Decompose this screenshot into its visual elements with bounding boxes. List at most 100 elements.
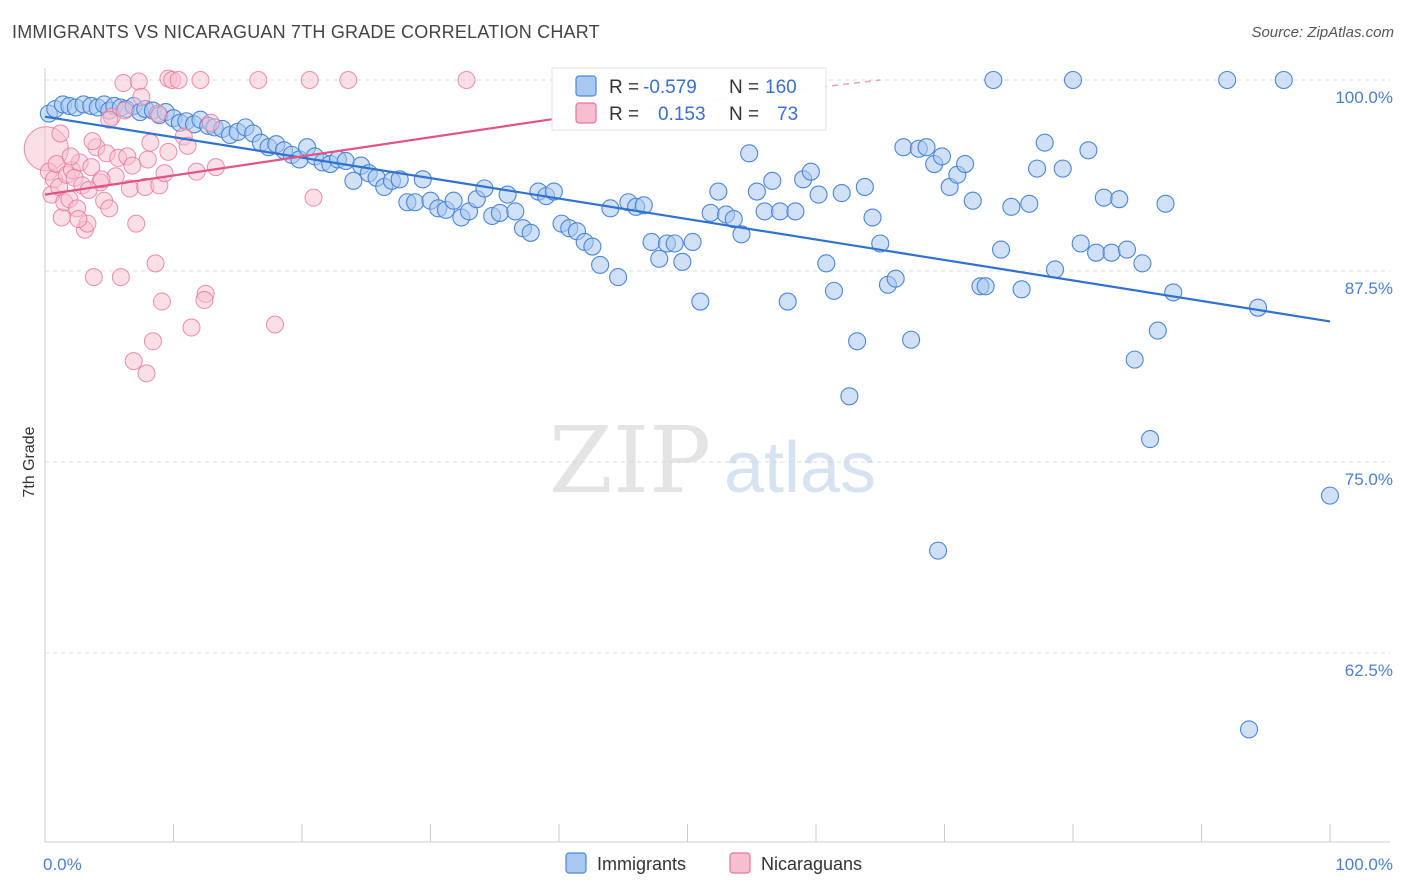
grid-lines <box>45 79 1390 654</box>
immigrants-point <box>673 252 692 271</box>
nicaraguans-point <box>266 315 285 334</box>
immigrants-point <box>932 147 951 166</box>
y-tick-label: 87.5% <box>1345 279 1393 298</box>
nicaraguans-point <box>100 199 119 218</box>
immigrants-point <box>1320 486 1340 505</box>
legend-n-nicaraguans: 73 <box>777 104 798 125</box>
immigrants-point <box>902 330 921 349</box>
immigrants-point <box>544 182 563 201</box>
immigrants-point <box>709 182 728 201</box>
watermark-atlas: atlas <box>724 428 876 508</box>
immigrants-point <box>786 202 805 221</box>
immigrants-point <box>1045 260 1065 279</box>
immigrants-point <box>1071 234 1090 253</box>
nicaraguans-point <box>52 208 71 227</box>
immigrants-point <box>665 234 684 253</box>
immigrants-point <box>336 151 355 171</box>
nicaraguans-point <box>100 110 119 129</box>
immigrants-point <box>1274 70 1293 90</box>
nicaraguans-point <box>61 147 80 166</box>
immigrants-point <box>740 144 759 163</box>
legend-r-immigrants: -0.579 <box>643 77 697 98</box>
immigrants-point <box>506 202 525 221</box>
immigrants-point <box>824 281 844 300</box>
legend-n-immigrants: 160 <box>765 77 797 98</box>
immigrants-point <box>1102 243 1121 262</box>
bottom-legend: Immigrants Nicaraguans <box>565 852 862 874</box>
nicaraguans-point <box>114 74 133 93</box>
nicaraguans-point <box>92 170 111 189</box>
immigrants-point <box>801 162 820 181</box>
axes <box>44 68 1390 843</box>
legend-swatch-nicaraguans <box>575 102 597 124</box>
immigrants-point <box>683 232 702 252</box>
y-tick-label: 100.0% <box>1335 88 1393 107</box>
immigrants-point <box>390 170 409 189</box>
nicaraguans-point <box>82 158 101 177</box>
nicaraguans-point <box>141 133 160 152</box>
bottom-legend-label-nicaraguans: Nicaraguans <box>761 854 862 874</box>
immigrants-point <box>1079 141 1098 160</box>
watermark-zip: ZIP <box>549 407 711 514</box>
legend-r-nicaraguans: 0.153 <box>658 104 706 125</box>
immigrants-point <box>1248 298 1268 317</box>
immigrants-point <box>1053 159 1072 178</box>
trend-line-nicaraguans-extension <box>558 79 881 119</box>
immigrants-point <box>747 182 766 201</box>
immigrants-point <box>1125 350 1144 369</box>
series-nicaraguans <box>23 69 476 383</box>
immigrants-point <box>732 225 751 244</box>
immigrants-point <box>1148 321 1167 340</box>
nicaraguans-point <box>249 71 268 89</box>
immigrants-point <box>1063 70 1083 90</box>
immigrants-point <box>1156 194 1175 213</box>
immigrants-point <box>956 154 975 174</box>
immigrants-point <box>413 170 432 189</box>
immigrants-point <box>1117 240 1137 259</box>
nicaraguans-point <box>191 71 210 89</box>
immigrants-point <box>809 185 828 204</box>
trend-line-immigrants <box>44 115 1331 323</box>
immigrants-point <box>832 184 851 203</box>
nicaraguans-point <box>143 332 162 351</box>
nicaraguans-point <box>69 210 88 229</box>
nicaraguans-point <box>146 254 165 273</box>
immigrants-point <box>871 234 890 253</box>
x-tick-label-max: 100.0% <box>1335 855 1393 874</box>
nicaraguans-point <box>339 71 358 89</box>
y-tick-label: 62.5% <box>1345 661 1393 680</box>
chart-source: Source: ZipAtlas.com <box>1251 24 1394 41</box>
nicaraguans-point <box>182 318 201 337</box>
immigrants-point <box>755 202 774 221</box>
nicaraguans-point <box>115 101 134 120</box>
immigrants-point <box>642 232 661 252</box>
nicaraguans-point <box>201 113 220 132</box>
nicaraguans-point <box>123 156 142 175</box>
immigrants-point <box>984 70 1003 90</box>
nicaraguans-point <box>83 132 102 151</box>
nicaraguans-point <box>149 104 168 123</box>
immigrants-point <box>976 277 995 296</box>
bottom-legend-label-immigrants: Immigrants <box>597 854 686 874</box>
immigrants-point <box>1133 254 1152 273</box>
immigrants-point <box>770 202 790 221</box>
immigrants-point <box>778 292 797 311</box>
nicaraguans-point <box>159 142 178 161</box>
nicaraguans-point <box>84 268 103 287</box>
nicaraguans-point <box>132 87 151 106</box>
nicaraguans-point <box>138 150 157 169</box>
immigrants-point <box>701 203 720 222</box>
immigrants-point <box>1012 280 1031 299</box>
immigrants-point <box>840 387 859 406</box>
immigrants-point <box>855 177 874 197</box>
immigrants-point <box>591 255 610 274</box>
immigrants-point <box>1020 194 1039 213</box>
immigrants-point <box>863 208 882 227</box>
legend-r-label-nicaraguans: R = <box>609 104 639 125</box>
nicaraguans-point <box>51 124 70 143</box>
immigrants-point <box>650 249 669 268</box>
immigrants-point <box>848 332 867 351</box>
series-immigrants <box>39 70 1340 739</box>
nicaraguans-point <box>304 188 323 207</box>
trend-lines <box>44 79 1331 323</box>
